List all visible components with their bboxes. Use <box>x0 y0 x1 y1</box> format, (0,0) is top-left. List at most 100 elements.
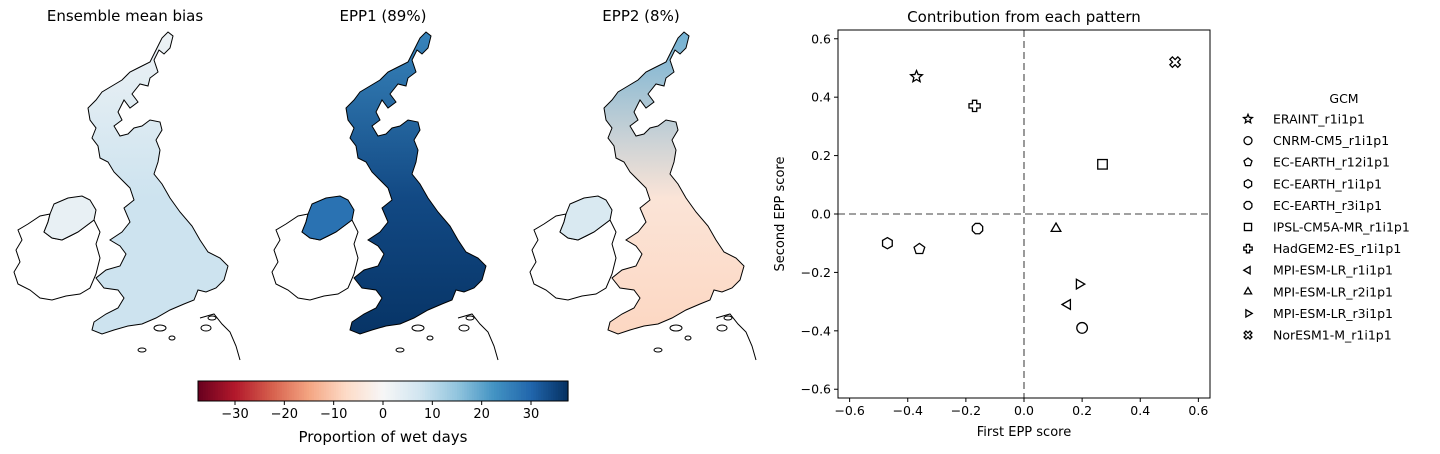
colorbar-segment <box>521 381 525 401</box>
legend-marker <box>1242 265 1251 275</box>
colorbar-segment <box>496 381 500 401</box>
colorbar-segment <box>291 381 295 401</box>
colorbar-segment <box>508 381 512 401</box>
data-point-eraint-r1i1p1 <box>909 68 924 84</box>
colorbar-segment <box>417 381 421 401</box>
x-tick-label: −0.4 <box>893 403 923 418</box>
legend-entry: NorESM1-M_r1i1p1 <box>1273 328 1392 343</box>
colorbar-segment <box>360 381 364 401</box>
coastline <box>715 313 757 361</box>
colorbar-segment <box>447 381 451 401</box>
x-tick-label: 0.2 <box>1072 403 1092 418</box>
y-tick-label: 0.2 <box>811 148 831 163</box>
great-britain-region <box>603 31 745 335</box>
colorbar-segment <box>237 381 241 401</box>
legend-marker <box>1243 200 1253 210</box>
colorbar-segment <box>531 381 535 401</box>
colorbar-segment <box>276 381 280 401</box>
colorbar-segment <box>471 381 475 401</box>
colorbar-segment <box>513 381 517 401</box>
colorbar-segment <box>518 381 522 401</box>
colorbar-segment <box>494 381 498 401</box>
colorbar-segment <box>235 381 239 401</box>
colorbar-segment <box>279 381 283 401</box>
colorbar-segment <box>215 381 219 401</box>
colorbar-segment <box>378 381 382 401</box>
legend-marker <box>1243 330 1253 340</box>
x-tick-label: −0.6 <box>834 403 864 418</box>
colorbar-segment <box>220 381 224 401</box>
legend-entry: EC-EARTH_r3i1p1 <box>1273 198 1382 213</box>
colorbar-segment <box>311 381 315 401</box>
colorbar-segment <box>444 381 448 401</box>
legend-marker <box>1243 286 1253 295</box>
colorbar-segment <box>205 381 209 401</box>
y-tick-label: 0.4 <box>811 90 831 105</box>
colorbar-segment <box>323 381 327 401</box>
northern-ireland-region <box>301 195 355 241</box>
island-outline <box>723 315 733 321</box>
colorbar-segment <box>309 381 313 401</box>
colorbar-segment <box>316 381 320 401</box>
data-point-ec-earth-r12i1p1 <box>913 242 926 255</box>
colorbar-segment <box>343 381 347 401</box>
map-title-epp1: EPP1 (89%) <box>339 7 427 25</box>
colorbar-segment <box>284 381 288 401</box>
great-britain-region <box>345 31 487 335</box>
colorbar-segment <box>244 381 248 401</box>
data-point-ec-earth-r3i1p1 <box>971 222 984 235</box>
legend-entry: CNRM-CM5_r1i1p1 <box>1273 133 1389 148</box>
colorbar-segment <box>402 381 406 401</box>
colorbar-segment <box>454 381 458 401</box>
colorbar-segment <box>217 381 221 401</box>
island-outline <box>465 315 475 321</box>
y-tick-label: −0.6 <box>801 382 831 397</box>
island-outline <box>684 335 692 341</box>
colorbar-segment <box>338 381 342 401</box>
colorbar-segment <box>432 381 436 401</box>
data-point-cnrm-cm5-r1i1p1 <box>1076 321 1089 334</box>
colorbar-segment <box>397 381 401 401</box>
colorbar-segment <box>370 381 374 401</box>
colorbar-segment <box>479 381 483 401</box>
colorbar-label: Proportion of wet days <box>298 428 468 446</box>
colorbar-segment <box>526 381 530 401</box>
colorbar-segment <box>225 381 229 401</box>
colorbar-segment <box>491 381 495 401</box>
colorbar-segment <box>548 381 552 401</box>
colorbar-segment <box>230 381 234 401</box>
colorbar-segment <box>289 381 293 401</box>
colorbar-segment <box>318 381 322 401</box>
colorbar-segment <box>420 381 424 401</box>
data-point-ipsl-cm5a-mr-r1i1p1 <box>1097 158 1108 170</box>
colorbar-segment <box>299 381 303 401</box>
y-axis-label: Second EPP score <box>773 157 788 272</box>
colorbar-segment <box>286 381 290 401</box>
colorbar-segment <box>528 381 532 401</box>
colorbar-segment <box>294 381 298 401</box>
data-point-noresm1-m-r1i1p1 <box>1168 55 1182 69</box>
colorbar-segment <box>385 381 389 401</box>
great-britain-region <box>87 31 229 335</box>
map-title-epp2: EPP2 (8%) <box>602 7 680 25</box>
colorbar-segment <box>380 381 384 401</box>
island-outline <box>153 324 167 332</box>
colorbar-segment <box>400 381 404 401</box>
colorbar-segment <box>452 381 456 401</box>
x-tick-label: 0.4 <box>1130 403 1150 418</box>
colorbar-segment <box>281 381 285 401</box>
colorbar-segment <box>469 381 473 401</box>
colorbar-segment <box>355 381 359 401</box>
data-point-hadgem2-es-r1i1p1 <box>968 99 981 113</box>
colorbar-segment <box>501 381 505 401</box>
colorbar-segment <box>267 381 271 401</box>
colorbar-segment <box>274 381 278 401</box>
colorbar-segment <box>457 381 461 401</box>
colorbar-tick-label: 10 <box>424 407 441 422</box>
colorbar-segment <box>486 381 490 401</box>
colorbar-segment <box>390 381 394 401</box>
colorbar-segment <box>306 381 310 401</box>
legend-marker <box>1243 222 1253 232</box>
colorbar-segment <box>200 381 204 401</box>
colorbar-segment <box>410 381 414 401</box>
